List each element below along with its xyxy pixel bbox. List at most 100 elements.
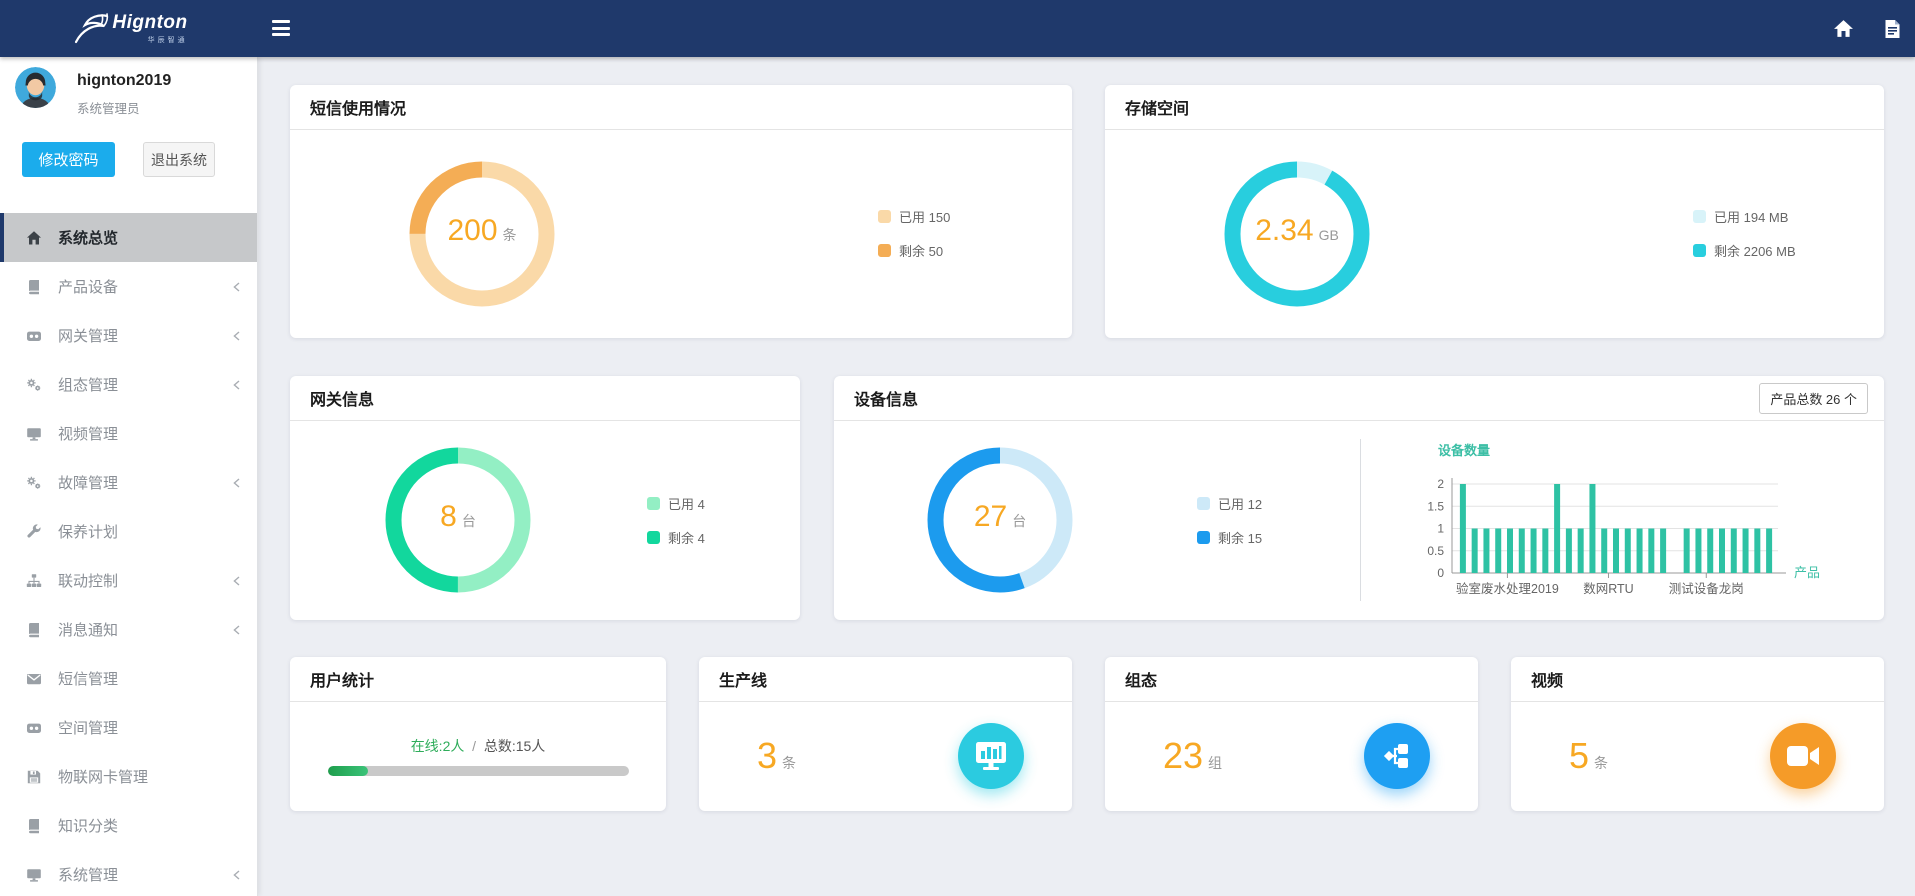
device-donut-chart: 27 台 [920, 440, 1080, 600]
legend-item: 已用 4 [647, 494, 705, 513]
svg-text:测试设备龙岗: 测试设备龙岗 [1669, 581, 1744, 596]
product-total-badge: 产品总数 26 个 [1759, 382, 1868, 414]
production-unit: 条 [782, 755, 797, 771]
robot-icon [26, 720, 43, 736]
chevron-left-icon [232, 379, 241, 390]
sidebar-item-label: 空间管理 [58, 720, 119, 737]
storage-legend: 已用 194 MB 剩余 2206 MB [1693, 207, 1796, 260]
card-sms-usage: 短信使用情况 200 条 已用 150 剩余 50 [290, 85, 1072, 338]
gateway-total-unit: 台 [461, 513, 476, 529]
cogs-icon [26, 475, 43, 491]
card-storage-space: 存储空间 2.34 GB 已用 194 MB 剩余 2206 MB [1105, 85, 1884, 338]
sidebar-item-label: 故障管理 [58, 475, 119, 492]
gateway-legend: 已用 4 剩余 4 [647, 494, 705, 547]
antelope-logo-icon [75, 12, 109, 43]
sidebar-item-label: 视频管理 [58, 426, 119, 443]
chevron-left-icon [232, 869, 241, 880]
separator: / [472, 738, 477, 754]
brand-logo: Hignton 华辰智通 [0, 0, 258, 57]
legend-label: 已用 12 [1218, 496, 1263, 512]
sidebar-item-system[interactable]: 系统管理 [0, 850, 257, 896]
sidebar-item-space[interactable]: 空间管理 [0, 703, 257, 752]
sidebar-item-iot-card[interactable]: 物联网卡管理 [0, 752, 257, 801]
gateway-donut-chart: 8 台 [378, 440, 538, 600]
envelope-icon [26, 671, 43, 687]
online-users-label: 在线:2人 [410, 738, 465, 754]
user-progress-bar [327, 766, 629, 776]
sidebar-item-product[interactable]: 产品设备 [0, 262, 257, 311]
top-bar: Hignton 华辰智通 [0, 0, 1915, 57]
sidebar-item-label: 物联网卡管理 [58, 769, 149, 786]
sidebar-item-sms[interactable]: 短信管理 [0, 654, 257, 703]
video-unit: 条 [1594, 755, 1609, 771]
main-content: 短信使用情况 200 条 已用 150 剩余 50 存储空间 2.34 GB [258, 57, 1915, 896]
sitemap-icon [26, 573, 43, 589]
document-icon[interactable] [1884, 19, 1901, 39]
legend-swatch [1693, 244, 1706, 257]
sidebar-item-label: 短信管理 [58, 671, 119, 688]
home-icon[interactable] [1833, 19, 1854, 38]
legend-label: 剩余 50 [899, 244, 944, 259]
legend-swatch [1197, 496, 1210, 510]
change-password-button[interactable]: 修改密码 [22, 142, 115, 177]
video-count: 5 [1569, 735, 1590, 776]
legend-item: 已用 194 MB [1693, 207, 1796, 226]
card-production-lines: 生产线 3 条 [699, 657, 1072, 811]
card-title: 设备信息 [854, 392, 919, 409]
sidebar-item-label: 系统管理 [58, 867, 119, 884]
monitor-icon [26, 426, 43, 442]
sidebar-item-linkage[interactable]: 联动控制 [0, 556, 257, 605]
svg-text:2: 2 [1437, 477, 1444, 491]
user-name: hignton2019 [77, 72, 172, 89]
sidebar-item-video[interactable]: 视频管理 [0, 409, 257, 458]
sidebar-item-label: 知识分类 [58, 818, 119, 835]
legend-swatch [647, 496, 660, 510]
legend-label: 已用 194 MB [1714, 210, 1789, 225]
legend-swatch [878, 244, 891, 257]
sidebar-item-label: 消息通知 [58, 622, 119, 639]
sidebar-item-fault[interactable]: 故障管理 [0, 458, 257, 507]
monitor-icon [26, 867, 43, 883]
chevron-left-icon [232, 575, 241, 586]
sidebar-item-message[interactable]: 消息通知 [0, 605, 257, 654]
legend-item: 剩余 2206 MB [1693, 241, 1796, 260]
sidebar-item-gateway[interactable]: 网关管理 [0, 311, 257, 360]
svg-text:1: 1 [1437, 522, 1444, 536]
flow-diagram-icon [1364, 723, 1430, 789]
brand-name: Hignton [112, 11, 188, 33]
svg-text:设备数量: 设备数量 [1438, 443, 1490, 458]
storage-total-value: 2.34 [1255, 213, 1314, 247]
video-camera-icon [1770, 723, 1836, 789]
svg-text:1.5: 1.5 [1427, 499, 1444, 513]
brand-subtitle: 华辰智通 [147, 36, 188, 44]
user-panel: hignton2019 系统管理员 修改密码 退出系统 [0, 57, 257, 213]
sidebar-item-knowledge[interactable]: 知识分类 [0, 801, 257, 850]
sidebar-item-label: 联动控制 [58, 573, 119, 590]
legend-label: 已用 150 [899, 210, 951, 225]
sidebar-item-label: 系统总览 [58, 230, 119, 247]
legend-swatch [1197, 530, 1210, 544]
book-icon [26, 279, 43, 295]
svg-text:数网RTU: 数网RTU [1583, 581, 1633, 596]
sidebar-item-label: 产品设备 [58, 279, 119, 296]
legend-label: 剩余 15 [1218, 530, 1263, 546]
chevron-left-icon [232, 330, 241, 341]
card-title: 生产线 [719, 673, 768, 690]
wrench-icon [26, 523, 43, 540]
legend-label: 剩余 2206 MB [1714, 244, 1796, 259]
sms-total-unit: 条 [502, 226, 517, 243]
user-progress-fill [327, 766, 368, 776]
sidebar-item-overview[interactable]: 系统总览 [0, 213, 257, 262]
storage-total-unit: GB [1318, 226, 1339, 243]
sidebar-item-scada[interactable]: 组态管理 [0, 360, 257, 409]
hamburger-icon[interactable] [272, 20, 290, 36]
legend-swatch [878, 210, 891, 223]
sidebar-item-label: 保养计划 [58, 524, 119, 541]
logout-button[interactable]: 退出系统 [143, 142, 215, 177]
svg-text:验室废水处理2019: 验室废水处理2019 [1456, 581, 1559, 596]
total-users-label: 总数:15人 [483, 738, 546, 754]
sidebar-item-maintenance[interactable]: 保养计划 [0, 507, 257, 556]
book-icon [26, 622, 43, 638]
card-title: 视频 [1531, 673, 1564, 690]
card-title: 网关信息 [310, 392, 375, 409]
